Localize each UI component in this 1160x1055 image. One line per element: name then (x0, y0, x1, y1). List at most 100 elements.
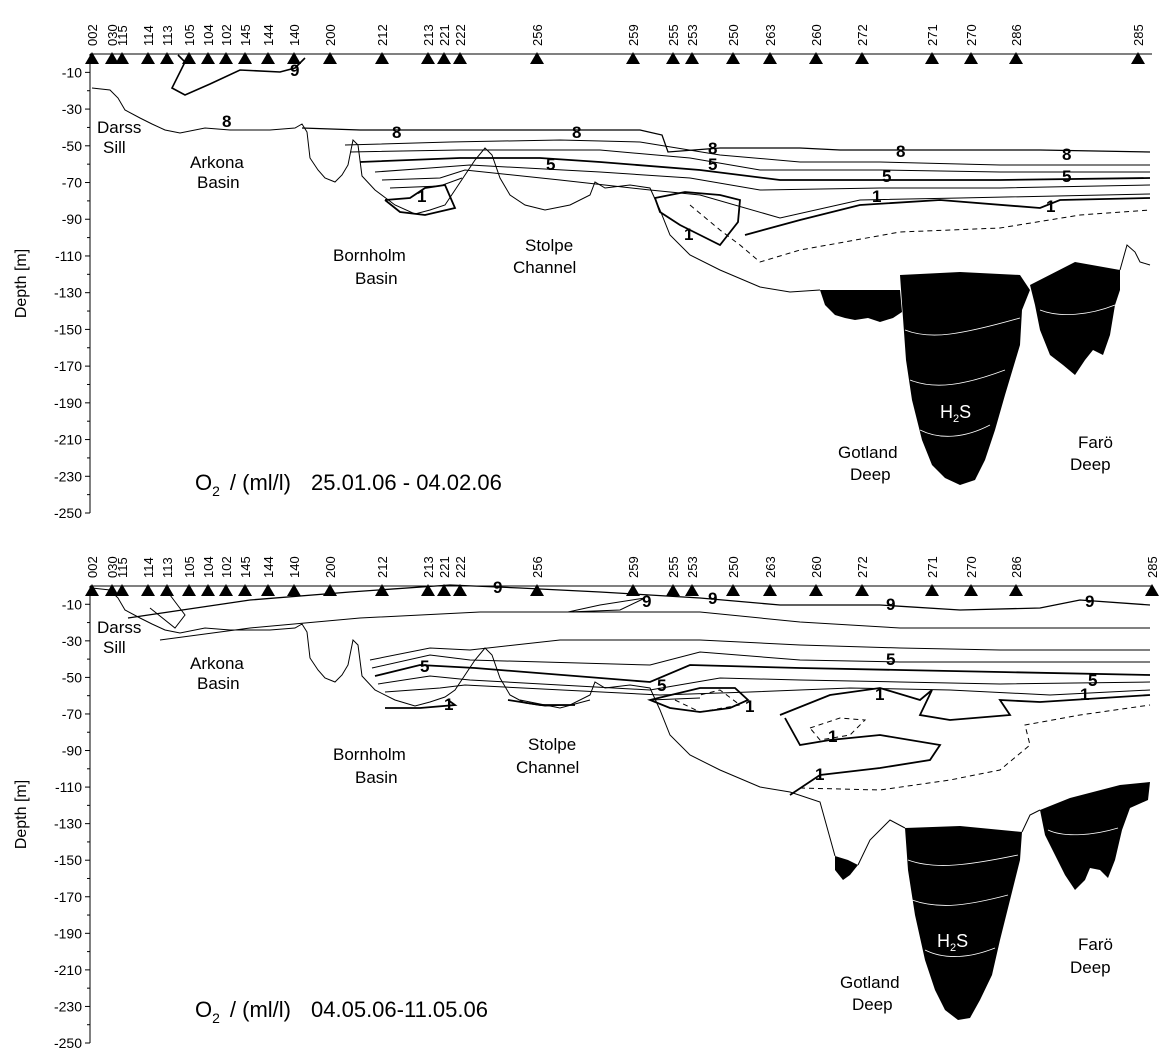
contour-label-9: 9 (1085, 592, 1094, 611)
station-marker (1009, 52, 1023, 64)
station-label: 002 (85, 556, 100, 578)
contour-1 (779, 687, 1151, 721)
contour-9 (170, 54, 306, 96)
station-marker (182, 584, 196, 596)
station-label: 145 (238, 556, 253, 578)
station-marker (726, 52, 740, 64)
depth-tick-label: -250 (54, 505, 82, 521)
contour-5 (374, 664, 1151, 683)
h2s-label: H2S (940, 402, 971, 425)
contour-0 (809, 717, 867, 741)
contour-1 (385, 699, 458, 709)
station-marker (219, 584, 233, 596)
contour-4 (374, 164, 1151, 191)
station-label: 200 (323, 24, 338, 46)
contour-label-8: 8 (896, 142, 905, 161)
depth-tick-label: -10 (62, 64, 82, 80)
station-marker (238, 52, 252, 64)
station-label: 271 (925, 24, 940, 46)
h2s-internal-line (911, 894, 1009, 906)
station-marker (437, 584, 451, 596)
station-marker (964, 52, 978, 64)
depth-tick-label: -230 (54, 998, 82, 1014)
h2s-internal-line (904, 317, 1021, 336)
contour-4 (377, 675, 1151, 691)
station-marker (1009, 584, 1023, 596)
contour-3 (381, 169, 1151, 219)
contour-label-1: 1 (417, 187, 426, 206)
contour-6 (349, 149, 1150, 173)
h2s-internal-line (909, 369, 1006, 386)
station-marker (287, 52, 301, 64)
region-bornholm-line1: Bornholm (333, 745, 406, 764)
region-stolpe-line1: Stolpe (528, 735, 576, 754)
contour-label-5: 5 (1088, 671, 1097, 690)
contour-label-1: 1 (684, 225, 693, 244)
depth-tick-label: -110 (55, 779, 82, 795)
station-label: 272 (855, 556, 870, 578)
contour-label-1: 1 (872, 187, 881, 206)
station-marker (421, 52, 435, 64)
depth-tick-label: -150 (54, 321, 82, 337)
region-gotland-line2: Deep (850, 465, 891, 484)
station-label: 140 (287, 24, 302, 46)
contour-label-1: 1 (815, 765, 824, 784)
contour-0 (674, 689, 742, 713)
contour-0 (689, 204, 1151, 263)
region-faro-line2: Deep (1070, 455, 1111, 474)
station-marker (238, 584, 252, 596)
depth-tick-label: -10 (62, 596, 82, 612)
region-darss-line1: Darss (97, 118, 141, 137)
h2s-zone-fill (1030, 262, 1120, 375)
station-marker (666, 52, 680, 64)
region-gotland-line1: Gotland (838, 443, 898, 462)
contour-label-9: 9 (708, 589, 717, 608)
region-gotland-line2: Deep (852, 995, 893, 1014)
region-darss-line2: Sill (103, 638, 126, 657)
region-darss-line2: Sill (103, 138, 126, 157)
station-marker (437, 52, 451, 64)
station-marker (323, 52, 337, 64)
station-marker (201, 52, 215, 64)
contour-1 (653, 191, 741, 247)
bottom-profile (857, 819, 906, 866)
station-marker (685, 584, 699, 596)
station-marker (182, 52, 196, 64)
station-marker (809, 584, 823, 596)
station-label: 102 (219, 24, 234, 46)
depth-tick-label: -190 (54, 395, 82, 411)
contour-1 (384, 184, 457, 216)
station-label: 270 (964, 24, 979, 46)
station-label: 212 (375, 24, 390, 46)
station-marker (453, 584, 467, 596)
station-marker (115, 52, 129, 64)
depth-tick-label: -30 (62, 101, 82, 117)
contour-2 (519, 697, 701, 709)
station-label: 002 (85, 24, 100, 46)
contour-label-8: 8 (708, 139, 717, 158)
depth-tick-label: -90 (62, 743, 82, 759)
station-label: 105 (182, 24, 197, 46)
contour-1 (507, 699, 575, 706)
depth-tick-label: -170 (54, 358, 82, 374)
station-marker (261, 584, 275, 596)
station-label: 259 (626, 24, 641, 46)
station-marker (160, 584, 174, 596)
station-label: 221 (437, 24, 452, 46)
station-marker (685, 52, 699, 64)
station-marker (1145, 584, 1159, 596)
station-label: 253 (685, 24, 700, 46)
station-marker (763, 52, 777, 64)
station-label: 200 (323, 556, 338, 578)
contour-label-9: 9 (886, 595, 895, 614)
depth-tick-label: -70 (62, 706, 82, 722)
contour-label-9: 9 (642, 592, 651, 611)
depth-tick-label: -130 (54, 285, 82, 301)
station-label: 250 (726, 24, 741, 46)
station-marker (421, 584, 435, 596)
station-marker (925, 52, 939, 64)
contour-label-5: 5 (546, 155, 555, 174)
station-label: 263 (763, 556, 778, 578)
